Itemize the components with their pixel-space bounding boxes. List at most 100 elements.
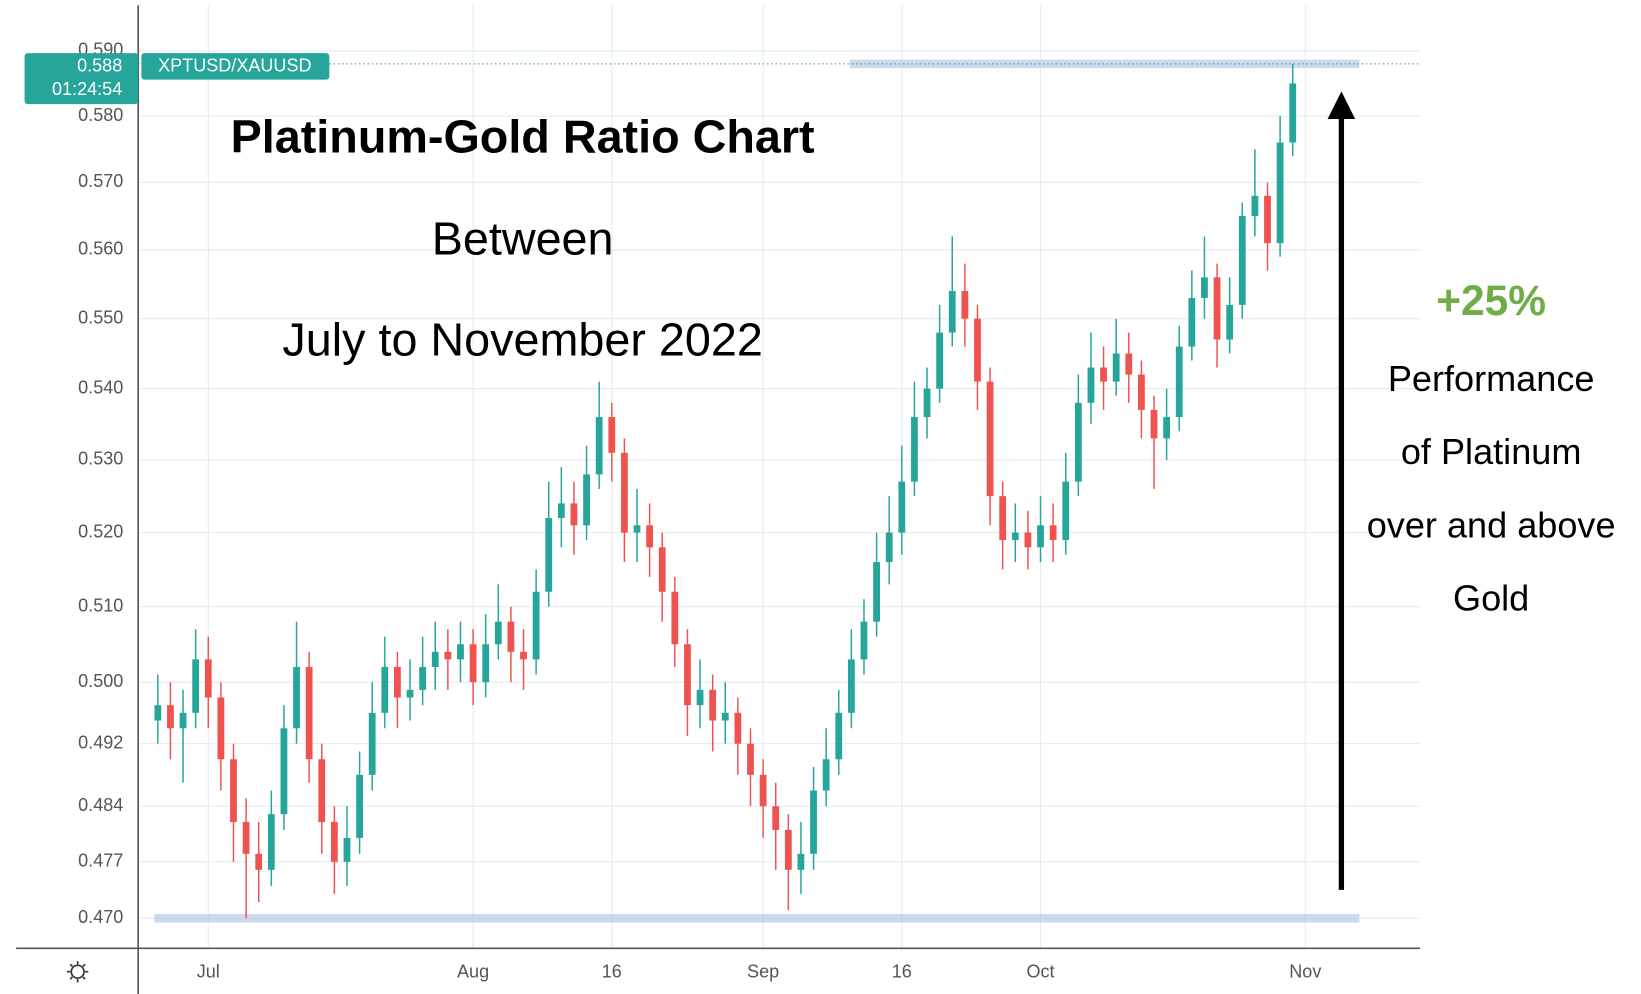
candle-body [747, 743, 754, 775]
y-tick-label: 0.580 [78, 105, 123, 125]
callout-line: Performance [1388, 358, 1595, 399]
candle-body [608, 417, 616, 453]
candle-body [406, 689, 414, 698]
candle-body [230, 759, 237, 823]
candle-body [179, 712, 187, 729]
candle-body [267, 814, 275, 870]
candle-body [1163, 417, 1171, 439]
callout-line: Gold [1453, 578, 1529, 619]
grid [138, 5, 1420, 949]
candle-body [658, 547, 666, 592]
chart-title: Platinum-Gold Ratio Chart [231, 111, 815, 163]
candle-body [532, 591, 540, 660]
candle-body [494, 621, 502, 645]
candle-body [557, 503, 565, 518]
candle-body [873, 562, 880, 622]
candle-body [394, 666, 401, 698]
candle-body [255, 853, 263, 870]
candle-body [1150, 409, 1158, 439]
y-tick-label: 0.510 [78, 595, 123, 615]
levels [138, 59, 1420, 923]
candle-body [1188, 297, 1196, 347]
candle-body [507, 621, 515, 652]
arrow-head [1327, 91, 1356, 119]
candle-body [684, 644, 691, 706]
candle-body [368, 712, 376, 775]
candle-body [1264, 195, 1271, 244]
candle-body [999, 496, 1007, 540]
settings-icon[interactable] [67, 961, 89, 983]
candle-body [1062, 481, 1070, 540]
candle-body [721, 712, 729, 721]
candle-body [822, 759, 830, 791]
candle-body [1024, 532, 1032, 548]
candle-body [1175, 346, 1183, 418]
y-tick-label: 0.550 [78, 307, 123, 327]
performance-arrow [1327, 91, 1356, 890]
candle-body [242, 822, 250, 854]
candle-body [457, 644, 464, 660]
candle-body [595, 417, 603, 475]
x-tick-label: Oct [1026, 962, 1054, 982]
price-badge-bg [24, 53, 139, 105]
candle-body [633, 525, 641, 533]
y-tick-label: 0.520 [78, 521, 123, 541]
candle-body [204, 659, 212, 698]
x-tick-label: 16 [892, 962, 912, 982]
candle-body [1201, 277, 1208, 298]
y-tick-label: 0.540 [78, 377, 123, 397]
y-tick-label: 0.470 [78, 907, 123, 927]
countdown: 01:24:54 [52, 79, 122, 99]
candle-body [1251, 195, 1259, 217]
candle-body [444, 651, 452, 660]
candle-body [772, 806, 780, 830]
candle-body [1125, 353, 1133, 375]
candle-body [318, 759, 326, 823]
candle-body [923, 388, 931, 418]
candle-body [1037, 525, 1044, 548]
y-tick-label: 0.500 [78, 671, 123, 691]
candle-body [217, 697, 225, 760]
candle-body [620, 452, 628, 533]
candle-body [1100, 367, 1107, 382]
candle-body [520, 651, 527, 660]
candle-body [583, 474, 590, 526]
candle-body [1276, 142, 1284, 244]
callout-line: over and above [1367, 504, 1616, 545]
candle-body [192, 659, 200, 713]
candle-body [356, 774, 363, 838]
candle-body [1213, 277, 1221, 340]
candle-body [759, 774, 767, 807]
candle-body [545, 517, 553, 592]
candles [154, 63, 1297, 919]
callout-change: +25% [1436, 277, 1546, 324]
y-tick-label: 0.560 [78, 239, 123, 259]
y-tick-label: 0.570 [78, 171, 123, 191]
candle-body [671, 591, 679, 645]
x-tick-label: Aug [457, 962, 489, 982]
candle-body [381, 666, 389, 713]
price-badge: 0.588 01:24:54 XPTUSD/XAUUSD [24, 53, 330, 105]
candle-body [1112, 353, 1120, 382]
x-tick-label: Sep [747, 962, 779, 982]
candle-body [797, 853, 805, 870]
candle-body [419, 666, 427, 690]
candle-body [167, 705, 174, 729]
candle-body [696, 689, 704, 706]
candle-body [293, 666, 300, 729]
candle-body [343, 837, 351, 862]
candle-body [1074, 402, 1082, 482]
candle-body [1137, 374, 1145, 410]
candle-body [154, 705, 162, 721]
candle-body [986, 381, 994, 497]
candle-body [885, 532, 893, 563]
ticks: 0.470 0.477 0.484 0.492 0.500 0.510 0.520 0.530… [78, 40, 1321, 982]
candle-body [948, 291, 956, 333]
candle-body [1087, 367, 1095, 403]
candle-body [974, 318, 981, 382]
candle-body [482, 644, 490, 683]
candle-body [734, 712, 742, 744]
candle-body [570, 503, 578, 526]
axes [16, 5, 1420, 994]
